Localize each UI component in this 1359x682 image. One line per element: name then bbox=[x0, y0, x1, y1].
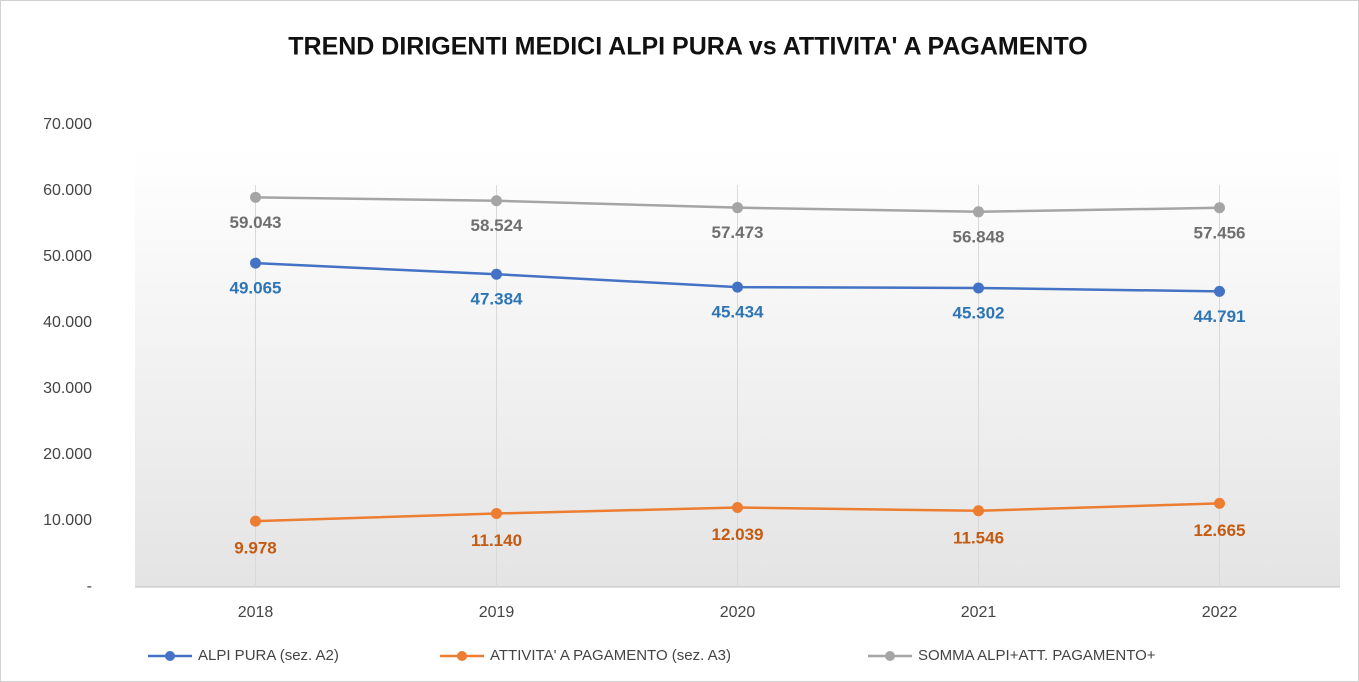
y-tick-label: 20.000 bbox=[43, 446, 92, 463]
x-tick-label: 2021 bbox=[961, 604, 997, 621]
data-label: 12.039 bbox=[712, 525, 764, 544]
data-label: 57.456 bbox=[1194, 223, 1246, 242]
legend-marker bbox=[165, 651, 175, 661]
data-label: 49.065 bbox=[230, 279, 282, 298]
data-label: 59.043 bbox=[230, 213, 282, 232]
x-tick-label: 2022 bbox=[1202, 604, 1238, 621]
point bbox=[732, 202, 743, 214]
y-tick-label: 30.000 bbox=[43, 380, 92, 397]
data-label: 12.665 bbox=[1194, 521, 1246, 540]
y-tick-label: 70.000 bbox=[43, 116, 92, 133]
point bbox=[491, 195, 502, 207]
point bbox=[1214, 202, 1225, 214]
data-label: 9.978 bbox=[234, 539, 277, 558]
legend-marker bbox=[885, 651, 895, 661]
data-label: 47.384 bbox=[471, 290, 524, 309]
x-tick-label: 2020 bbox=[720, 604, 756, 621]
point bbox=[732, 281, 743, 293]
data-label: 44.791 bbox=[1194, 307, 1246, 326]
point bbox=[973, 282, 984, 294]
point bbox=[250, 191, 261, 203]
point bbox=[1214, 285, 1225, 297]
data-label: 58.524 bbox=[471, 216, 524, 235]
point bbox=[732, 502, 743, 514]
point bbox=[1214, 497, 1225, 509]
point bbox=[491, 268, 502, 280]
y-tick-label: 40.000 bbox=[43, 314, 92, 331]
legend-label: ALPI PURA (sez. A2) bbox=[198, 647, 339, 664]
y-tick-label: - bbox=[87, 578, 92, 595]
data-label: 45.302 bbox=[953, 303, 1005, 322]
chart-title: TREND DIRIGENTI MEDICI ALPI PURA vs ATTI… bbox=[288, 33, 1088, 61]
legend-marker bbox=[457, 651, 467, 661]
data-label: 57.473 bbox=[712, 223, 764, 242]
data-label: 56.848 bbox=[953, 227, 1005, 246]
y-tick-label: 10.000 bbox=[43, 512, 92, 529]
point bbox=[250, 257, 261, 269]
data-label: 11.140 bbox=[471, 531, 522, 550]
data-label: 45.434 bbox=[712, 303, 765, 322]
y-tick-label: 50.000 bbox=[43, 248, 92, 265]
legend-label: ATTIVITA' A PAGAMENTO (sez. A3) bbox=[490, 647, 731, 664]
data-label: 11.546 bbox=[953, 528, 1004, 547]
y-tick-label: 60.000 bbox=[43, 182, 92, 199]
legend-label: SOMMA ALPI+ATT. PAGAMENTO+ bbox=[918, 647, 1156, 664]
point bbox=[973, 206, 984, 218]
x-tick-label: 2019 bbox=[479, 604, 515, 621]
point bbox=[973, 505, 984, 517]
x-tick-label: 2018 bbox=[238, 604, 274, 621]
point bbox=[250, 515, 261, 527]
point bbox=[491, 507, 502, 519]
